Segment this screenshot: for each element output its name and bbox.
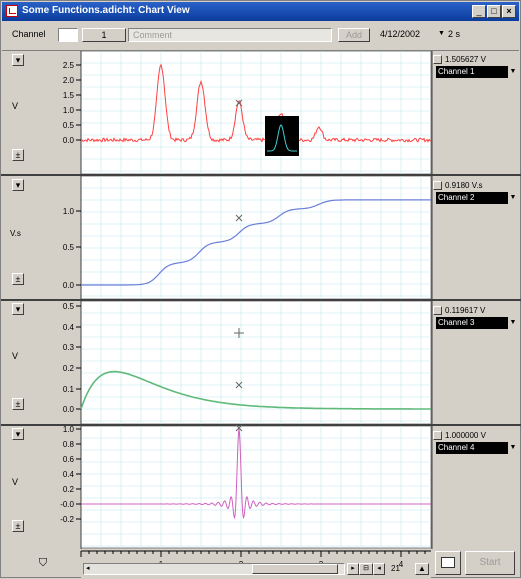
channel-1-title-select[interactable]: Channel 1 ▼ <box>436 66 518 78</box>
y-tick-label: 0.4 <box>63 470 75 479</box>
y-tick-label: 1.0 <box>63 425 75 434</box>
app-icon <box>6 5 18 17</box>
channel-selector[interactable] <box>58 28 78 42</box>
channel-4-trace <box>81 428 431 520</box>
channel-3-value-dropdown[interactable] <box>433 306 442 315</box>
y-tick-label: 1.5 <box>63 91 75 100</box>
time-scale-value: 2 s <box>448 29 461 39</box>
channel-label: Channel <box>12 29 46 39</box>
plot-panel-2 <box>80 175 432 300</box>
channel-4-name: Channel 4 <box>438 443 475 452</box>
scrollbar-thumb[interactable] <box>252 564 338 574</box>
y-tick-label: 0.2 <box>63 485 75 494</box>
cursor-marker-4 <box>235 424 243 432</box>
rewind-icon[interactable]: ◂ <box>373 563 385 575</box>
y-tick-label: 0.0 <box>63 281 75 290</box>
cursor-marker-2 <box>235 214 243 222</box>
channel-1-scale-button[interactable]: ± <box>12 149 24 161</box>
y-tick-label: 0.5 <box>63 121 75 130</box>
channel-3-value: 0.119617 V <box>445 306 486 315</box>
start-button[interactable]: Start <box>465 551 515 575</box>
y-tick-label: -0.0 <box>60 500 74 509</box>
chevron-down-icon[interactable]: ▼ <box>508 66 518 78</box>
channel-2-name: Channel 2 <box>438 193 475 202</box>
channel-2-trace <box>81 199 431 286</box>
window-title: Some Functions.adicht: Chart View <box>22 5 190 16</box>
mini-window-trace <box>267 124 297 152</box>
chevron-down-icon[interactable]: ▼ <box>508 192 518 204</box>
channel-1-value-dropdown[interactable] <box>433 55 442 64</box>
channel-3-title-select[interactable]: Channel 3 ▼ <box>436 317 518 329</box>
scroll-right-arrow-icon[interactable]: ▸ <box>347 563 359 575</box>
channel-4-menu-button[interactable]: ▾ <box>12 428 24 440</box>
comment-input[interactable]: Comment <box>128 28 332 42</box>
mini-window-preview[interactable] <box>265 116 299 156</box>
record-mode-icon[interactable] <box>435 551 461 575</box>
channel-4-value: 1.000000 V <box>445 431 486 440</box>
channel-1-value: 1.505627 V <box>445 55 486 64</box>
cursor-marker-1 <box>235 99 243 107</box>
channel-4-scale-button[interactable]: ± <box>12 520 24 532</box>
channel-1-trace <box>80 63 432 143</box>
channel-2-value: 0.9180 V.s <box>445 181 483 190</box>
zoom-icon[interactable]: ⊟ <box>359 563 373 575</box>
plot-panel-4 <box>80 425 432 549</box>
channel-2-scale-button[interactable]: ± <box>12 273 24 285</box>
y-tick-label: 0.5 <box>63 243 75 252</box>
page-counter: 21 <box>391 564 400 573</box>
add-comment-button[interactable]: Add <box>338 28 370 42</box>
y-tick-label: 0.3 <box>63 343 75 352</box>
channel-4-unit: V <box>12 477 19 487</box>
y-tick-label: 1.0 <box>63 207 75 216</box>
x-tick-label: 4 <box>399 560 404 569</box>
y-tick-label: -0.2 <box>60 515 74 524</box>
chart-area: 2.5 2.0 1.5 1.0 0.5 0.0 1.0 0.5 0.0 0.5 0.4 0.3 0.2 0… <box>1 50 521 579</box>
minimize-button[interactable]: _ <box>472 5 486 18</box>
channel-2-menu-button[interactable]: ▾ <box>12 179 24 191</box>
channel-2-title-select[interactable]: Channel 2 ▼ <box>436 192 518 204</box>
chart-toolbar: Channel 1 Comment Add 4/12/2002 ▼ 2 s <box>2 22 519 51</box>
channel-3-menu-button[interactable]: ▾ <box>12 303 24 315</box>
maximize-button[interactable]: □ <box>487 5 501 18</box>
y-tick-label: 0.1 <box>63 385 75 394</box>
channel-2-unit: V.s <box>10 229 21 238</box>
shield-icon[interactable]: ⛉ <box>38 557 48 569</box>
y-tick-label: 0.0 <box>63 136 75 145</box>
chevron-down-icon[interactable]: ▼ <box>508 442 518 454</box>
channel-3-trace <box>80 370 431 410</box>
chevron-down-icon[interactable]: ▼ <box>438 30 445 37</box>
y-tick-label: 0.2 <box>63 364 75 373</box>
channel-1-menu-button[interactable]: ▾ <box>12 54 24 66</box>
y-tick-label: 0.8 <box>63 440 75 449</box>
y-tick-label: 0.6 <box>63 455 75 464</box>
recording-date: 4/12/2002 <box>380 29 421 39</box>
triangle-up-icon[interactable]: ▲ <box>415 563 429 575</box>
y-tick-label: 1.0 <box>63 106 75 115</box>
close-button[interactable]: × <box>502 5 516 18</box>
y-tick-label: 0.4 <box>63 323 75 332</box>
y-tick-label: 2.5 <box>63 61 75 70</box>
title-bar: Some Functions.adicht: Chart View _ □ × <box>2 2 519 21</box>
channel-2-value-dropdown[interactable] <box>433 181 442 190</box>
horizontal-scrollbar[interactable]: ◂ <box>83 563 345 575</box>
channel-1-unit: V <box>12 101 19 111</box>
plot-panel-1 <box>80 50 432 175</box>
y-tick-label: 0.5 <box>63 302 75 311</box>
channel-4-title-select[interactable]: Channel 4 ▼ <box>436 442 518 454</box>
scroll-left-arrow-icon[interactable]: ◂ <box>86 565 90 572</box>
channel-3-scale-button[interactable]: ± <box>12 398 24 410</box>
y-tick-label: 0.0 <box>63 405 75 414</box>
channel-1-name: Channel 1 <box>438 67 475 76</box>
marker-crosshair <box>234 328 244 338</box>
channel-3-name: Channel 3 <box>438 318 475 327</box>
y-tick-label: 2.0 <box>63 76 75 85</box>
channel-number-button[interactable]: 1 <box>82 28 126 42</box>
cursor-marker-3 <box>235 381 243 389</box>
channel-4-value-dropdown[interactable] <box>433 431 442 440</box>
chevron-down-icon[interactable]: ▼ <box>508 317 518 329</box>
channel-3-unit: V <box>12 351 19 361</box>
